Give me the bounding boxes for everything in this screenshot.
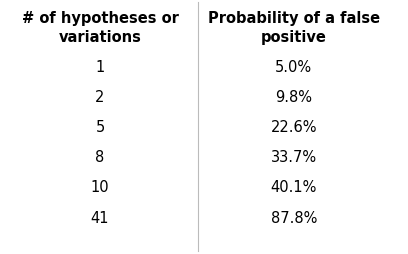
Text: 33.7%: 33.7% xyxy=(271,150,317,165)
Text: 40.1%: 40.1% xyxy=(271,180,317,195)
Text: 2: 2 xyxy=(95,90,104,105)
Text: 87.8%: 87.8% xyxy=(271,210,317,225)
Text: 5.0%: 5.0% xyxy=(275,60,312,75)
Text: 5: 5 xyxy=(95,120,104,135)
Text: 9.8%: 9.8% xyxy=(275,90,312,105)
Text: 10: 10 xyxy=(91,180,109,195)
Text: 22.6%: 22.6% xyxy=(271,120,317,135)
Text: Probability of a false
positive: Probability of a false positive xyxy=(208,11,380,45)
Text: 1: 1 xyxy=(95,60,104,75)
Text: 41: 41 xyxy=(91,210,109,225)
Text: 8: 8 xyxy=(95,150,104,165)
Text: # of hypotheses or
variations: # of hypotheses or variations xyxy=(22,11,178,45)
